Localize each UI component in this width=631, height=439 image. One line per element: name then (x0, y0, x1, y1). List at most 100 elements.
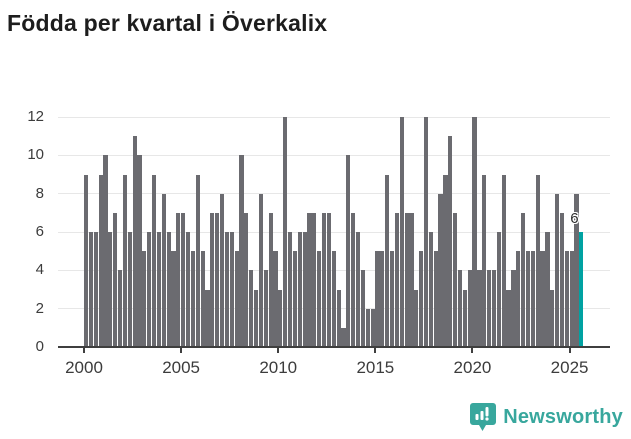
newsworthy-logo-text: Newsworthy (503, 405, 623, 428)
bar-2020Q3 (482, 174, 487, 347)
y-axis-label-8: 8 (35, 184, 44, 202)
x-tick-2010 (277, 347, 280, 353)
bar-2001Q4 (117, 270, 123, 347)
y-axis-label-4: 4 (35, 261, 44, 279)
bar-2010Q3 (287, 232, 293, 347)
bar-2018Q3 (443, 174, 448, 347)
bar-2002Q1 (122, 174, 128, 347)
bar-2020Q2 (477, 270, 482, 347)
bar-2007Q1 (219, 193, 225, 347)
bar-2015Q2 (380, 251, 385, 347)
bar-2000Q4 (98, 174, 103, 347)
bar-2005Q1 (181, 212, 186, 347)
bar-2014Q1 (355, 232, 361, 347)
newsworthy-logo-icon (470, 402, 497, 432)
bar-2010Q4 (292, 251, 297, 347)
bar-2023Q4 (545, 232, 550, 347)
bar-2024Q1 (550, 289, 555, 347)
x-tick-2015 (374, 347, 377, 353)
newsworthy-logo[interactable]: Newsworthy (470, 402, 623, 432)
bar-2014Q3 (365, 308, 370, 347)
x-axis-label-2000: 2000 (65, 358, 103, 377)
bar-2000Q2 (88, 232, 94, 347)
bar-highlighted-2025Q3 (579, 232, 584, 347)
y-axis-label-6: 6 (35, 223, 44, 240)
bar-2001Q1 (103, 155, 108, 347)
bar-2013Q1 (336, 289, 341, 347)
bar-2007Q2 (224, 232, 229, 347)
bar-2020Q1 (472, 117, 477, 347)
bar-2010Q1 (278, 289, 283, 347)
bar-2016Q1 (394, 212, 399, 347)
bar-2011Q4 (312, 212, 317, 347)
x-axis-label-2010: 2010 (259, 358, 298, 377)
bar-2015Q1 (375, 251, 380, 347)
bar-2009Q4 (273, 251, 278, 347)
bar-2017Q4 (428, 232, 433, 347)
gridline-8 (58, 193, 610, 195)
bar-2011Q2 (302, 232, 307, 347)
y-axis-label-12: 12 (27, 108, 44, 125)
bar-2001Q3 (113, 212, 118, 347)
bar-2003Q4 (156, 232, 162, 347)
bar-2007Q3 (229, 232, 234, 347)
bar-2021Q2 (496, 232, 501, 347)
bar-2021Q1 (491, 270, 497, 347)
x-axis-label-2005: 2005 (162, 358, 201, 377)
bar-2013Q4 (351, 212, 356, 347)
bar-2014Q2 (360, 270, 365, 347)
bar-2005Q4 (195, 174, 200, 347)
bar-2001Q2 (108, 232, 113, 347)
bar-2016Q4 (409, 212, 414, 347)
bar-2020Q4 (487, 270, 492, 347)
bar-2016Q2 (399, 117, 404, 347)
x-axis-label-2020: 2020 (453, 358, 492, 377)
bar-2003Q1 (142, 251, 147, 347)
bar-2006Q2 (205, 289, 210, 347)
gridline-6 (58, 231, 610, 233)
bar-2003Q3 (151, 174, 157, 347)
bar-2016Q3 (404, 212, 409, 347)
bar-2024Q3 (559, 212, 565, 347)
bar-2010Q2 (283, 117, 288, 347)
bar-2006Q4 (215, 212, 220, 347)
bar-2005Q2 (185, 232, 191, 347)
bar-2008Q3 (249, 270, 254, 347)
gridline-10 (58, 154, 610, 156)
bar-2014Q4 (370, 308, 375, 347)
bar-2000Q3 (93, 232, 98, 347)
bar-2023Q3 (540, 251, 545, 347)
x-tick-2000 (83, 347, 85, 353)
bar-2018Q4 (448, 136, 453, 347)
bar-2000Q1 (84, 174, 89, 347)
bar-2008Q2 (244, 212, 249, 347)
chart-title: Födda per kvartal i Överkalix (7, 10, 328, 36)
bar-2018Q2 (438, 193, 443, 347)
bar-2023Q2 (535, 174, 540, 347)
bar-2022Q4 (525, 251, 531, 347)
bar-2008Q4 (253, 289, 259, 347)
bar-2025Q1 (569, 251, 574, 347)
bar-2019Q2 (457, 270, 463, 347)
bar-2019Q4 (467, 270, 472, 347)
bar-2009Q2 (263, 270, 268, 347)
bar-2005Q3 (190, 251, 196, 347)
y-axis-label-0: 0 (35, 338, 44, 355)
plot-area: 6 (58, 116, 610, 353)
y-axis-label-10: 10 (27, 146, 44, 164)
bar-2017Q2 (419, 251, 424, 347)
x-axis-label-2015: 2015 (356, 358, 395, 377)
bar-2017Q1 (414, 289, 419, 347)
bar-2023Q1 (530, 251, 535, 347)
last-value-label: 6 (570, 210, 579, 227)
bar-2012Q1 (317, 251, 322, 347)
bar-2024Q4 (564, 251, 569, 347)
bar-2013Q3 (346, 155, 351, 347)
bar-2021Q4 (506, 289, 511, 347)
bar-2018Q1 (433, 251, 438, 347)
bar-2006Q3 (210, 212, 215, 347)
bar-2011Q3 (307, 212, 312, 347)
bar-2004Q4 (176, 212, 181, 347)
bar-2021Q3 (501, 174, 506, 347)
